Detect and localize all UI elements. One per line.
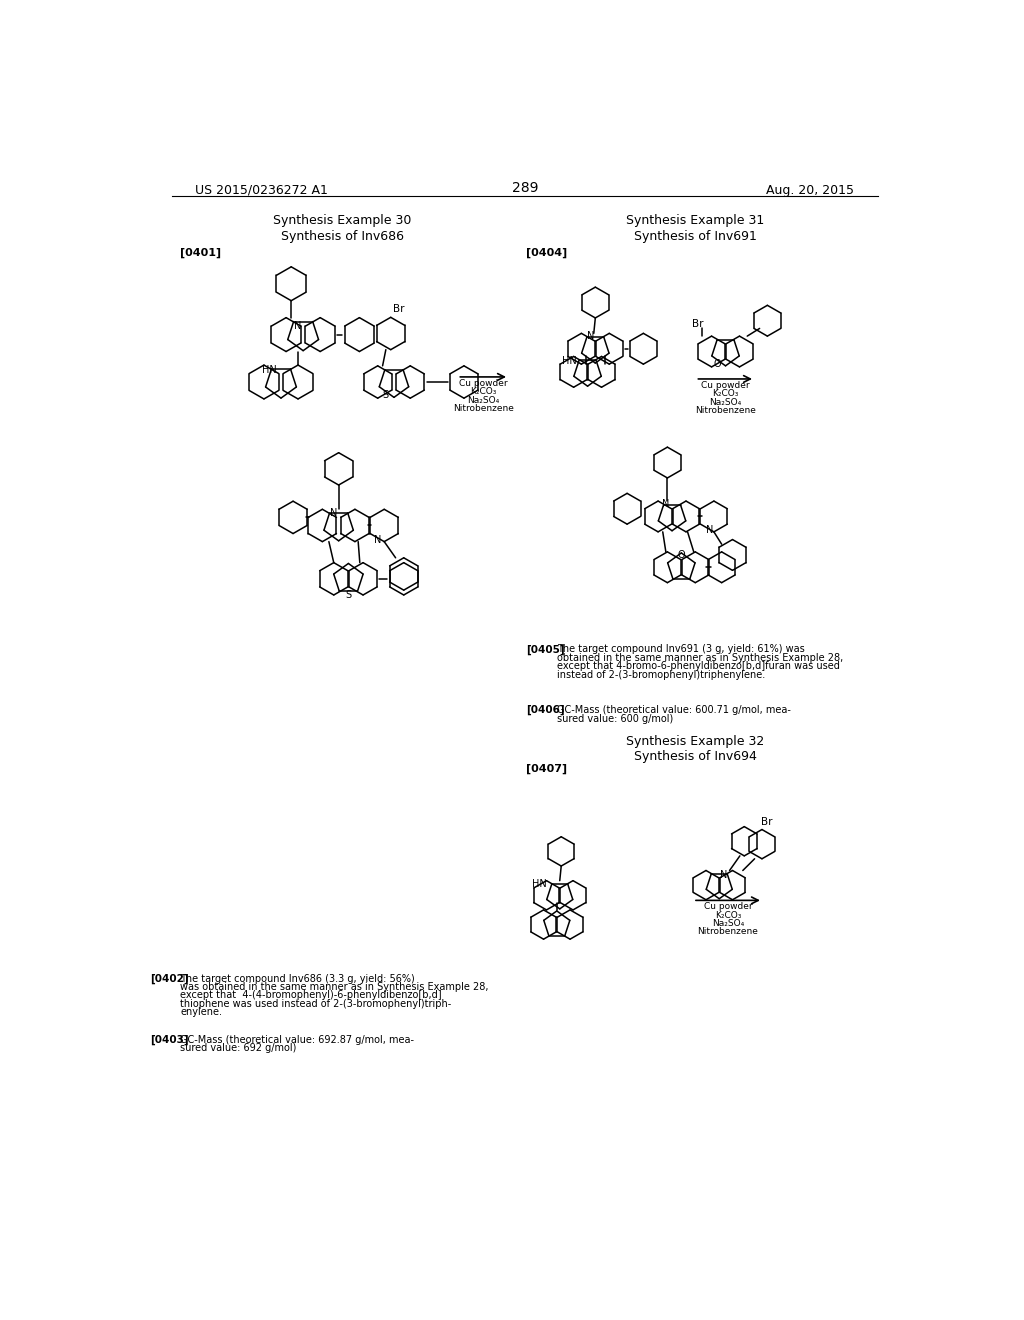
Text: [0403]: [0403] bbox=[151, 1035, 188, 1045]
Text: S: S bbox=[345, 590, 351, 601]
Text: Nitrobenzene: Nitrobenzene bbox=[694, 407, 756, 414]
Text: [0407]: [0407] bbox=[526, 764, 567, 775]
Text: Br: Br bbox=[393, 304, 404, 314]
Text: N: N bbox=[663, 499, 670, 510]
Text: Synthesis of Inv686: Synthesis of Inv686 bbox=[281, 230, 403, 243]
Text: N: N bbox=[330, 507, 338, 517]
Text: Br: Br bbox=[761, 817, 772, 828]
Text: GC-Mass (theoretical value: 692.87 g/mol, mea-: GC-Mass (theoretical value: 692.87 g/mol… bbox=[180, 1035, 415, 1044]
Text: [0404]: [0404] bbox=[526, 248, 567, 259]
Text: Synthesis of Inv691: Synthesis of Inv691 bbox=[634, 230, 757, 243]
Text: The target compound Inv686 (3.3 g, yield: 56%): The target compound Inv686 (3.3 g, yield… bbox=[180, 974, 415, 983]
Text: [0406]: [0406] bbox=[526, 705, 565, 715]
Text: Na₂SO₄: Na₂SO₄ bbox=[712, 919, 744, 928]
Text: was obtained in the same manner as in Synthesis Example 28,: was obtained in the same manner as in Sy… bbox=[180, 982, 488, 993]
Text: Cu powder: Cu powder bbox=[703, 902, 753, 911]
Text: Na₂SO₄: Na₂SO₄ bbox=[709, 397, 741, 407]
Text: Synthesis Example 30: Synthesis Example 30 bbox=[273, 214, 412, 227]
Text: Br: Br bbox=[692, 319, 703, 329]
Text: instead of 2-(3-bromophenyl)triphenylene.: instead of 2-(3-bromophenyl)triphenylene… bbox=[557, 669, 765, 680]
Text: HN: HN bbox=[262, 366, 276, 375]
Text: HN: HN bbox=[561, 356, 577, 366]
Text: Na₂SO₄: Na₂SO₄ bbox=[467, 396, 500, 404]
Text: sured value: 692 g/mol): sured value: 692 g/mol) bbox=[180, 1043, 297, 1053]
Text: [0405]: [0405] bbox=[526, 644, 565, 655]
Text: Nitrobenzene: Nitrobenzene bbox=[697, 928, 759, 936]
Text: US 2015/0236272 A1: US 2015/0236272 A1 bbox=[196, 183, 329, 197]
Text: [0401]: [0401] bbox=[179, 248, 221, 259]
Text: [0402]: [0402] bbox=[151, 974, 188, 983]
Text: O: O bbox=[714, 359, 722, 368]
Text: O: O bbox=[678, 550, 685, 560]
Text: obtained in the same manner as in Synthesis Example 28,: obtained in the same manner as in Synthe… bbox=[557, 652, 843, 663]
Text: enylene.: enylene. bbox=[180, 1007, 222, 1018]
Text: The target compound Inv691 (3 g, yield: 61%) was: The target compound Inv691 (3 g, yield: … bbox=[557, 644, 804, 655]
Text: S: S bbox=[383, 389, 389, 400]
Text: 289: 289 bbox=[512, 181, 538, 195]
Text: thiophene was used instead of 2-(3-bromophenyl)triph-: thiophene was used instead of 2-(3-bromo… bbox=[180, 999, 452, 1008]
Text: N: N bbox=[374, 535, 381, 545]
Text: N: N bbox=[720, 870, 727, 880]
Text: HN: HN bbox=[531, 879, 547, 888]
Text: Synthesis Example 32: Synthesis Example 32 bbox=[627, 735, 765, 747]
Text: N: N bbox=[294, 321, 302, 331]
Text: K₂CO₃: K₂CO₃ bbox=[712, 389, 738, 399]
Text: GC-Mass (theoretical value: 600.71 g/mol, mea-: GC-Mass (theoretical value: 600.71 g/mol… bbox=[557, 705, 791, 715]
Text: Cu powder: Cu powder bbox=[700, 380, 750, 389]
Text: K₂CO₃: K₂CO₃ bbox=[470, 387, 497, 396]
Text: K₂CO₃: K₂CO₃ bbox=[715, 911, 741, 920]
Text: Nitrobenzene: Nitrobenzene bbox=[453, 404, 514, 413]
Text: except that 4-bromo-6-phenyldibenzo[b,d]furan was used: except that 4-bromo-6-phenyldibenzo[b,d]… bbox=[557, 661, 840, 671]
Text: except that  4-(4-bromophenyl)-6-phenyldibenzo[b,d]: except that 4-(4-bromophenyl)-6-phenyldi… bbox=[180, 990, 442, 1001]
Text: sured value: 600 g/mol): sured value: 600 g/mol) bbox=[557, 714, 673, 723]
Text: Synthesis Example 31: Synthesis Example 31 bbox=[627, 214, 765, 227]
Text: N: N bbox=[587, 331, 594, 342]
Text: Cu powder: Cu powder bbox=[459, 379, 508, 388]
Text: Aug. 20, 2015: Aug. 20, 2015 bbox=[766, 183, 854, 197]
Text: N: N bbox=[706, 525, 713, 536]
Text: Synthesis of Inv694: Synthesis of Inv694 bbox=[634, 750, 757, 763]
